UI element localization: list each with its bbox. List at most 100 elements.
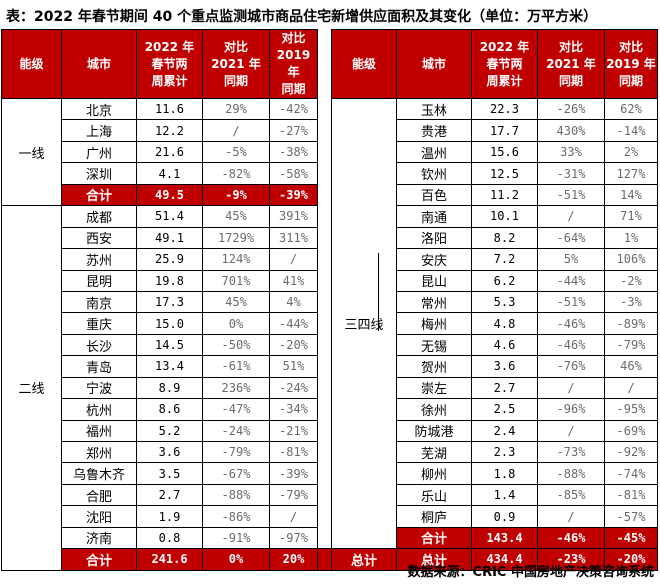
stray-vertical-line-artifact xyxy=(378,253,379,331)
city-cell: 郑州 xyxy=(61,440,137,464)
city-cell: 昆山 xyxy=(396,269,472,292)
spacer-cell xyxy=(317,377,332,399)
table-row: 福州 5.2 -24% -21% 防城港 2.4/-69% xyxy=(2,419,658,443)
city-cell: 深圳 xyxy=(61,162,137,185)
vs-2021-cell: 701% xyxy=(202,269,270,292)
value-2022-cell: 19.8 xyxy=(136,269,203,292)
vs-2019-cell: -89% xyxy=(604,312,658,335)
vs-2021-cell: -86% xyxy=(202,505,270,528)
vs-2019-cell: -34% xyxy=(269,398,318,421)
table-row: 郑州 3.6 -79% -81% 芜湖 2.3 -73% -92% xyxy=(2,440,658,464)
data-source-note: 数据来源：CRIC 中国房地产决策咨询系统 xyxy=(407,565,654,580)
city-cell: 重庆 xyxy=(61,312,137,335)
city-cell: 济南 xyxy=(61,526,137,550)
vs-2019-cell: -27% xyxy=(269,119,318,142)
spacer-cell xyxy=(317,248,332,270)
value-2022-cell: 5.3 xyxy=(471,290,538,314)
vs-2021-cell: -46% xyxy=(537,333,605,357)
vs-2019-cell: 62% xyxy=(604,97,658,121)
table-row: 广州 21.6 -5% -38% 温州 15.6 33% 2% xyxy=(2,140,658,164)
spacer-cell xyxy=(317,441,332,463)
vs-2019-cell: -81% xyxy=(604,483,658,507)
value-2022-cell: 0.8 xyxy=(136,526,203,550)
value-2022-cell: 2.3 xyxy=(471,440,538,464)
vs-2021-cell: -47% xyxy=(202,398,270,421)
table-row: 宁波 8.9 236% -24% 崇左 2.7// xyxy=(2,376,658,400)
city-cell: 苏州 xyxy=(61,248,137,271)
vs-2019-cell: -20% xyxy=(604,548,658,571)
vs-2019-cell: 46% xyxy=(604,355,658,378)
header-2022-right: 2022 年 春节两 周累计 xyxy=(471,29,538,99)
city-cell: 柳州 xyxy=(396,462,472,485)
city-cell: 合肥 xyxy=(61,483,137,507)
city-cell: 广州 xyxy=(61,140,137,164)
vs-2021-cell: 124% xyxy=(202,248,270,271)
table-row: 上海 12.2/-27% 贵港 17.7 430% -14% xyxy=(2,119,658,142)
vs-2021-cell: -51% xyxy=(537,183,605,207)
vs-2019-cell: 106% xyxy=(604,248,658,271)
spacer-cell xyxy=(317,184,332,206)
spacer-cell xyxy=(317,312,332,335)
vs-2021-cell: -67% xyxy=(202,462,270,485)
table-row: 乌鲁木齐 3.5 -67% -39% 柳州 1.8 -88% -74% xyxy=(2,462,658,485)
spacer-cell xyxy=(317,205,332,228)
value-2022-cell: 1.4 xyxy=(471,483,538,507)
city-cell: 乌鲁木齐 xyxy=(61,462,137,485)
value-2022-cell: 2.7 xyxy=(136,483,203,507)
table-row: 济南 0.8 -91% -97% 合计 143.4 -46% -45% xyxy=(2,526,658,550)
header-2022-left: 2022 年 春节两 周累计 xyxy=(136,29,203,99)
vs-2019-cell: / xyxy=(604,376,658,400)
city-cell: 崇左 xyxy=(396,376,472,400)
value-2022-cell: 4.8 xyxy=(471,312,538,335)
spacer-cell xyxy=(317,420,332,442)
vs-2019-cell: 2% xyxy=(604,140,658,164)
vs-2021-cell: 5% xyxy=(537,248,605,271)
table-row: 一线 北京 11.6 29% -42% 三四线 玉林 22.3 -26% 62% xyxy=(1,97,658,550)
vs-2021-cell: 45% xyxy=(202,290,270,314)
vs-2019-cell: -45% xyxy=(604,526,658,550)
header-city-left: 城市 xyxy=(61,29,137,99)
value-2022-cell: 14.5 xyxy=(136,333,203,357)
value-2022-cell: 241.6 xyxy=(136,548,203,571)
vs-2019-cell: -39% xyxy=(269,183,318,207)
vs-2019-cell: 20% xyxy=(269,548,318,571)
vs-2019-cell: 41% xyxy=(269,269,318,292)
value-2022-cell: 13.4 xyxy=(136,355,203,378)
supply-table: 能级 城市 2022 年 春节两 周累计 对比 2021 年 同期 对比 201… xyxy=(1,29,658,571)
city-cell: 贺州 xyxy=(396,355,472,378)
spacer-cell xyxy=(317,462,332,485)
vs-2019-cell: -81% xyxy=(269,440,318,464)
city-cell: 芜湖 xyxy=(396,440,472,464)
value-2022-cell: 7.2 xyxy=(471,248,538,271)
value-2022-cell: 12.5 xyxy=(471,162,538,185)
spacer-cell xyxy=(317,484,332,506)
tier-cell: 总计 xyxy=(331,548,397,571)
value-2022-cell: 51.4 xyxy=(136,205,203,228)
vs-2019-cell: -79% xyxy=(269,483,318,507)
vs-2021-cell: 236% xyxy=(202,376,270,400)
table-row: 深圳 4.1 -82% -58% 钦州 12.5 -31% 127% xyxy=(2,162,658,185)
city-cell: 西安 xyxy=(61,226,137,250)
table-row: 沈阳 1.9 -86% / 桐庐 0.9/-57% xyxy=(2,505,658,528)
value-2022-cell: 11.6 xyxy=(136,97,203,121)
city-cell: 常州 xyxy=(396,290,472,314)
table-row: 青岛 13.4 -61% 51% 贺州 3.6 -76% 46% xyxy=(2,355,658,378)
vs-2021-cell: -73% xyxy=(537,440,605,464)
value-2022-cell: 22.3 xyxy=(471,97,538,121)
header-vs2021-right: 对比 2021 年 同期 xyxy=(537,29,605,99)
city-cell: 昆明 xyxy=(61,269,137,292)
spacer-cell xyxy=(317,291,332,313)
vs-2019-cell: -97% xyxy=(269,526,318,550)
vs-2019-cell: / xyxy=(269,248,318,271)
city-cell: 无锡 xyxy=(396,333,472,357)
spacer-cell xyxy=(317,227,332,249)
spacer-cell xyxy=(317,162,332,185)
value-2022-cell: 2.5 xyxy=(471,398,538,421)
header-city-right: 城市 xyxy=(396,29,472,99)
vs-2019-cell: 71% xyxy=(604,205,658,228)
value-2022-cell: 1.8 xyxy=(471,462,538,485)
value-2022-cell: 25.9 xyxy=(136,248,203,271)
value-2022-cell: 4.1 xyxy=(136,162,203,185)
city-cell: 百色 xyxy=(396,183,472,207)
value-2022-cell: 11.2 xyxy=(471,183,538,207)
